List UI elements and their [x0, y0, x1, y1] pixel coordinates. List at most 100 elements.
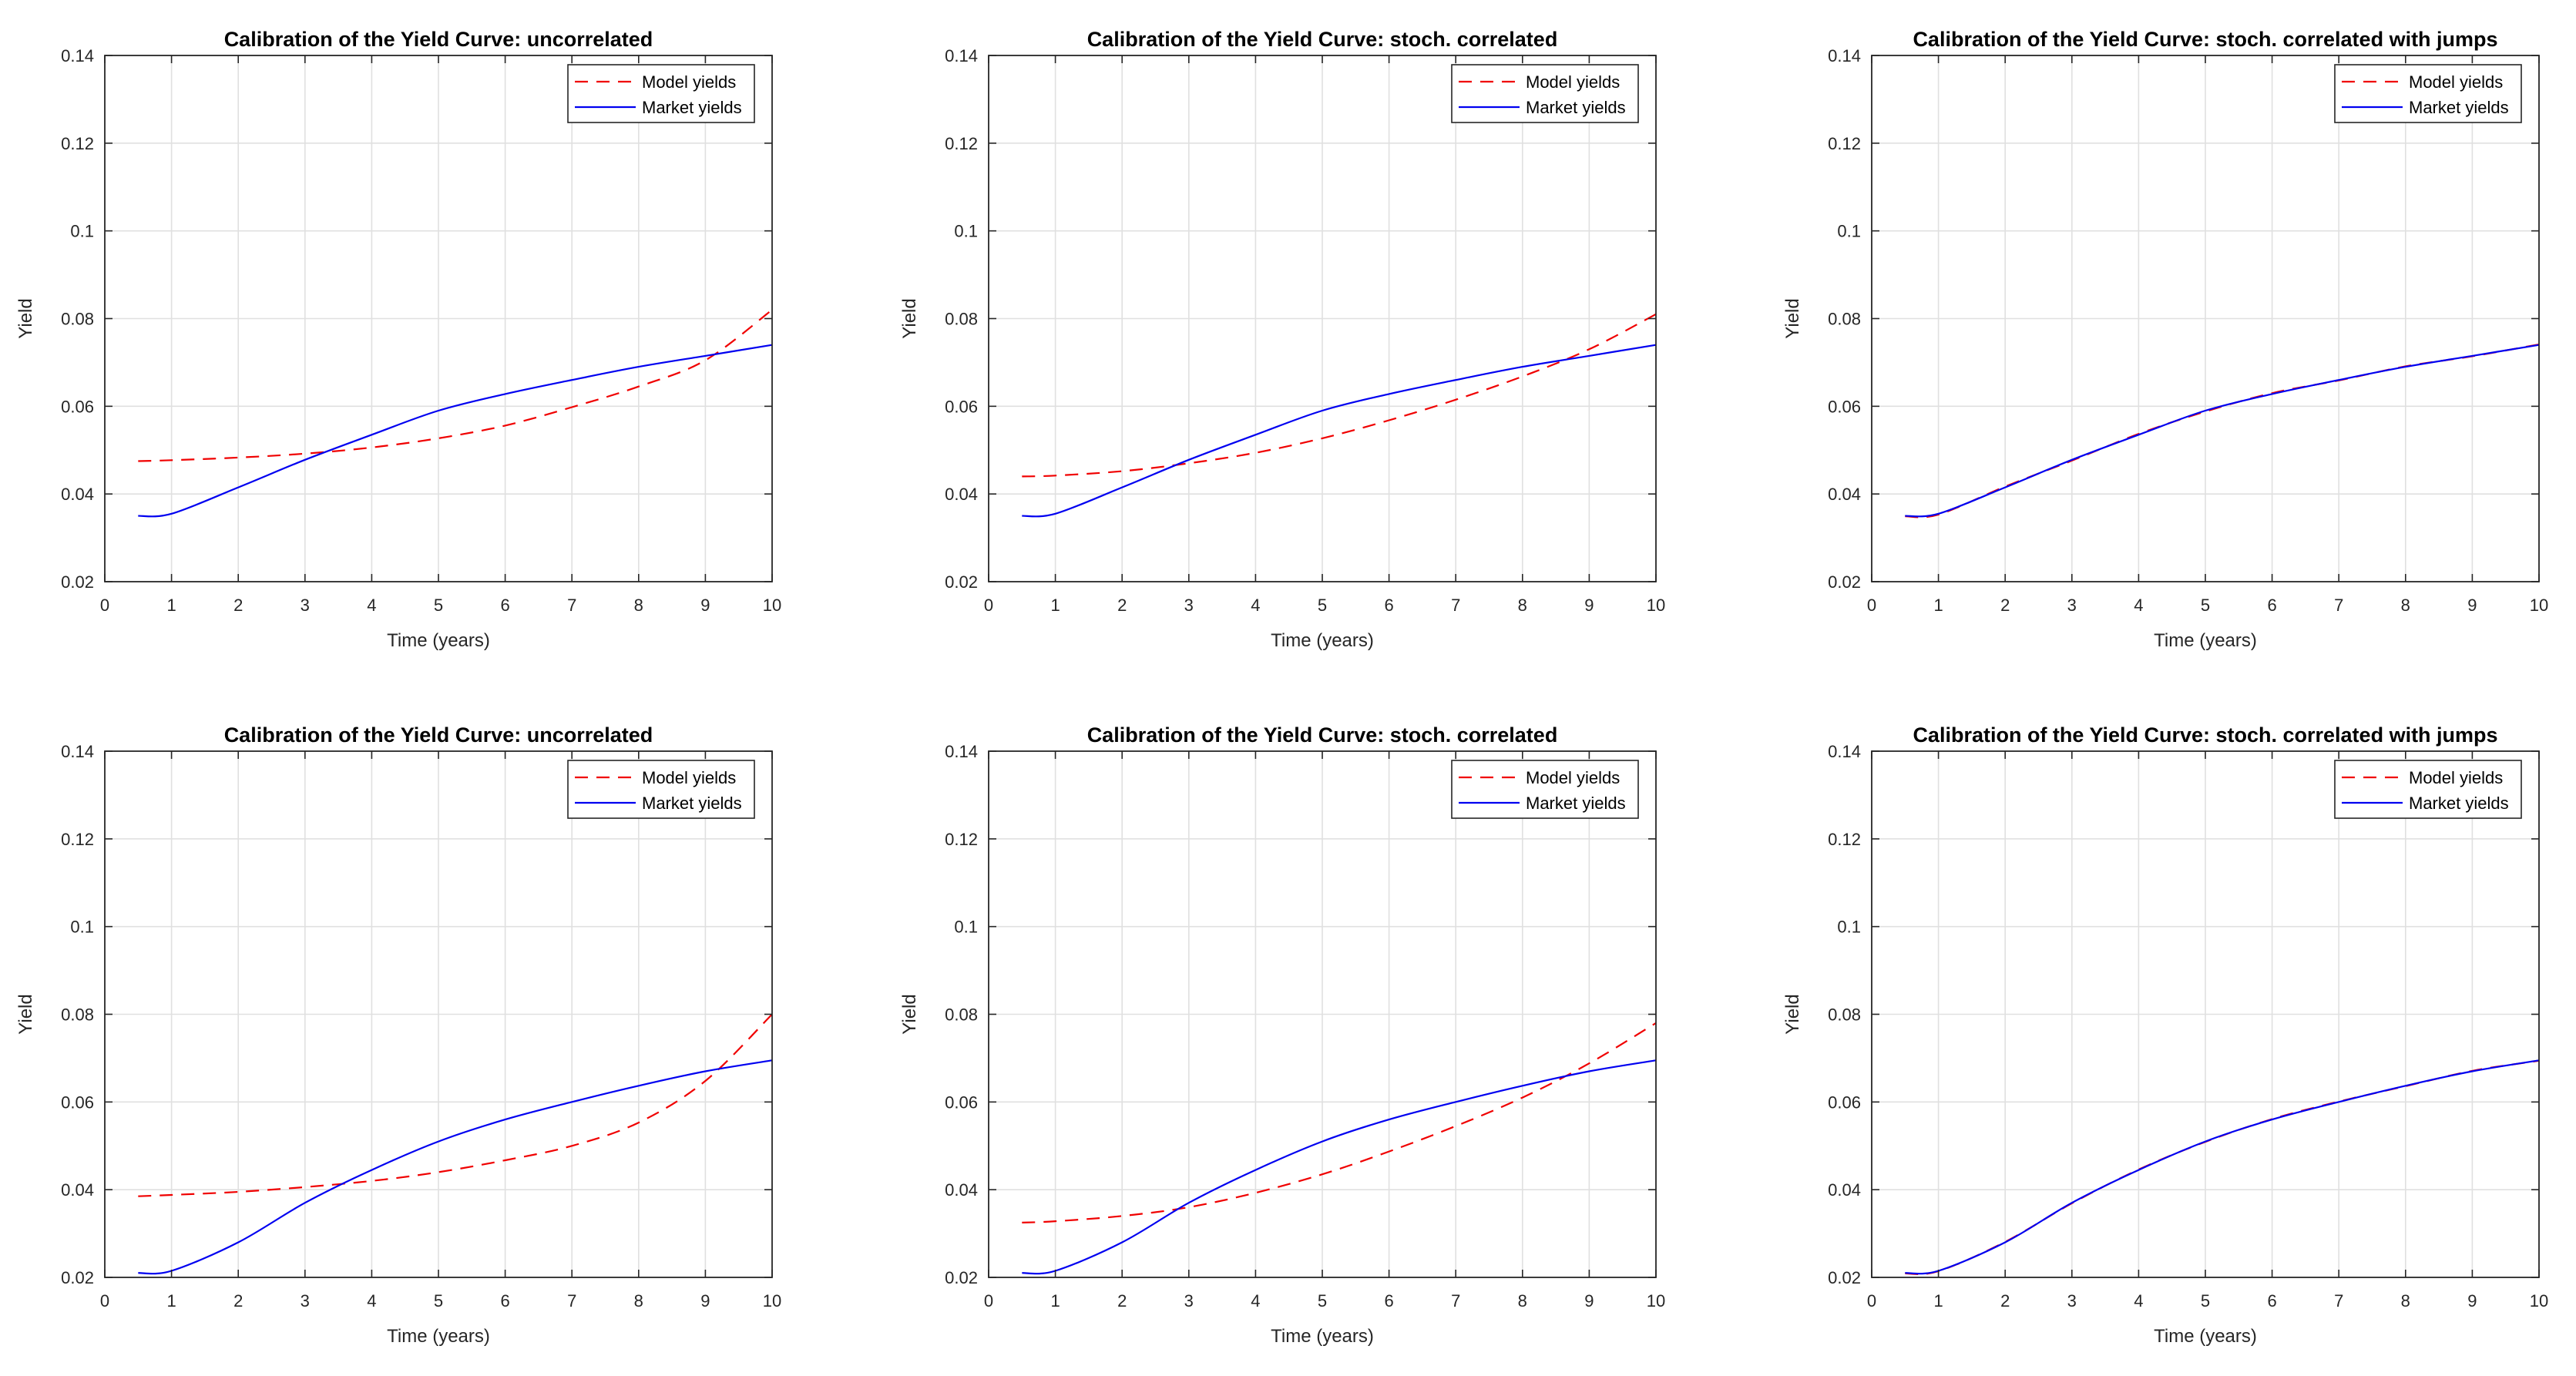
model-yields-line — [1905, 1059, 2540, 1275]
legend-label: Market yields — [642, 98, 742, 117]
x-tick-label: 1 — [1933, 1291, 1943, 1311]
y-tick-label: 0.08 — [61, 310, 94, 329]
x-tick-label: 3 — [2067, 1291, 2077, 1311]
x-tick-label: 4 — [367, 596, 376, 615]
y-tick-label: 0.12 — [945, 830, 978, 849]
x-tick-label: 6 — [1384, 596, 1393, 615]
y-axis-label: Yield — [899, 994, 920, 1034]
y-tick-label: 0.04 — [1828, 485, 1861, 504]
x-tick-label: 1 — [1050, 1291, 1060, 1311]
y-tick-label: 0.04 — [945, 485, 978, 504]
x-tick-label: 4 — [2134, 1291, 2143, 1311]
x-tick-label: 7 — [1451, 1291, 1460, 1311]
x-tick-label: 8 — [1518, 1291, 1527, 1311]
y-tick-label: 0.06 — [1828, 1092, 1861, 1112]
legend-label: Market yields — [1526, 794, 1626, 813]
market-yields-line — [138, 1059, 773, 1275]
model-yields-line — [1022, 1022, 1657, 1223]
market-yields-line — [1022, 344, 1657, 518]
x-tick-label: 8 — [634, 1291, 643, 1311]
legend: Model yields Market yields — [2334, 64, 2522, 123]
x-tick-label: 2 — [1117, 1291, 1127, 1311]
x-tick-label: 1 — [166, 596, 176, 615]
model-yields-line — [1905, 344, 2540, 519]
x-tick-label: 9 — [2467, 1291, 2477, 1311]
y-tick-label: 0.02 — [61, 1268, 94, 1287]
y-tick-label: 0.04 — [945, 1180, 978, 1200]
y-tick-label: 0.14 — [61, 742, 94, 761]
legend-label: Model yields — [1526, 72, 1620, 92]
y-tick-label: 0.08 — [945, 310, 978, 329]
chart-title: Calibration of the Yield Curve: uncorrel… — [224, 723, 653, 747]
market-yields-line — [1022, 1059, 1657, 1275]
x-tick-label: 2 — [233, 1291, 243, 1311]
x-tick-label: 8 — [2401, 596, 2410, 615]
y-axis-label: Yield — [1782, 298, 1803, 338]
subplot: 0 1 2 3 4 5 6 7 8 9 10 0.02 0.04 0.06 0.08 0.1 0.12 0.14 C… — [899, 723, 1665, 1347]
y-tick-label: 0.06 — [61, 1092, 94, 1112]
y-tick-label: 0.02 — [945, 572, 978, 592]
legend-label: Market yields — [642, 794, 742, 813]
x-tick-label: 6 — [2267, 1291, 2276, 1311]
x-tick-label: 7 — [2334, 596, 2343, 615]
subplot: 0 1 2 3 4 5 6 7 8 9 10 0.02 0.04 0.06 0.08 0.1 0.12 0.14 C… — [15, 28, 781, 651]
y-tick-label: 0.1 — [70, 222, 94, 241]
y-tick-label: 0.12 — [61, 134, 94, 153]
market-yields-line — [138, 344, 773, 518]
x-axis-label: Time (years) — [387, 630, 490, 651]
y-axis-label: Yield — [899, 298, 920, 338]
subplot: 0 1 2 3 4 5 6 7 8 9 10 0.02 0.04 0.06 0.08 0.1 0.12 0.14 C… — [899, 28, 1665, 651]
y-tick-label: 0.04 — [1828, 1180, 1861, 1200]
y-tick-label: 0.04 — [61, 485, 94, 504]
x-tick-label: 3 — [1184, 1291, 1194, 1311]
y-tick-label: 0.06 — [61, 397, 94, 416]
x-axis-label: Time (years) — [2154, 1326, 2257, 1347]
x-tick-label: 8 — [634, 596, 643, 615]
y-tick-label: 0.14 — [945, 46, 978, 65]
y-tick-label: 0.1 — [1837, 222, 1861, 241]
x-tick-label: 1 — [166, 1291, 176, 1311]
x-tick-label: 2 — [1117, 596, 1127, 615]
model-yields-line — [1022, 313, 1657, 478]
x-tick-label: 9 — [1584, 596, 1594, 615]
subplot: 0 1 2 3 4 5 6 7 8 9 10 0.02 0.04 0.06 0.08 0.1 0.12 0.14 C… — [1782, 28, 2548, 651]
y-tick-label: 0.14 — [1828, 46, 1861, 65]
legend-label: Market yields — [2409, 794, 2509, 813]
y-tick-label: 0.14 — [1828, 742, 1861, 761]
legend-label: Model yields — [2409, 768, 2503, 787]
x-tick-label: 9 — [700, 1291, 710, 1311]
legend-label: Market yields — [1526, 98, 1626, 117]
y-axis-label: Yield — [1782, 994, 1803, 1034]
legend: Model yields Market yields — [567, 760, 755, 819]
x-tick-label: 9 — [2467, 596, 2477, 615]
subplot: 0 1 2 3 4 5 6 7 8 9 10 0.02 0.04 0.06 0.08 0.1 0.12 0.14 C… — [15, 723, 781, 1347]
x-axis-label: Time (years) — [2154, 630, 2257, 651]
x-tick-label: 5 — [2201, 596, 2210, 615]
chart-title: Calibration of the Yield Curve: stoch. c… — [1913, 723, 2497, 747]
y-tick-label: 0.08 — [1828, 310, 1861, 329]
x-tick-label: 5 — [1318, 1291, 1327, 1311]
x-tick-label: 1 — [1933, 596, 1943, 615]
y-tick-label: 0.02 — [61, 572, 94, 592]
x-tick-label: 10 — [2530, 1291, 2548, 1311]
x-tick-label: 6 — [500, 1291, 509, 1311]
x-tick-label: 0 — [1867, 1291, 1876, 1311]
y-tick-label: 0.08 — [945, 1005, 978, 1025]
model-yields-line — [138, 1013, 773, 1197]
x-tick-label: 2 — [2000, 1291, 2010, 1311]
chart-title: Calibration of the Yield Curve: uncorrel… — [224, 28, 653, 51]
x-tick-label: 7 — [2334, 1291, 2343, 1311]
x-tick-label: 0 — [984, 1291, 993, 1311]
x-tick-label: 7 — [1451, 596, 1460, 615]
market-yields-line — [1905, 1059, 2540, 1275]
x-tick-label: 2 — [233, 596, 243, 615]
x-tick-label: 4 — [1251, 1291, 1260, 1311]
y-tick-label: 0.08 — [61, 1005, 94, 1025]
y-tick-label: 0.06 — [945, 397, 978, 416]
x-tick-label: 4 — [2134, 596, 2143, 615]
chart-title: Calibration of the Yield Curve: stoch. c… — [1087, 28, 1558, 51]
legend-box — [1451, 64, 1639, 123]
x-tick-label: 5 — [434, 596, 443, 615]
legend-box — [2334, 64, 2522, 123]
legend: Model yields Market yields — [1451, 64, 1639, 123]
